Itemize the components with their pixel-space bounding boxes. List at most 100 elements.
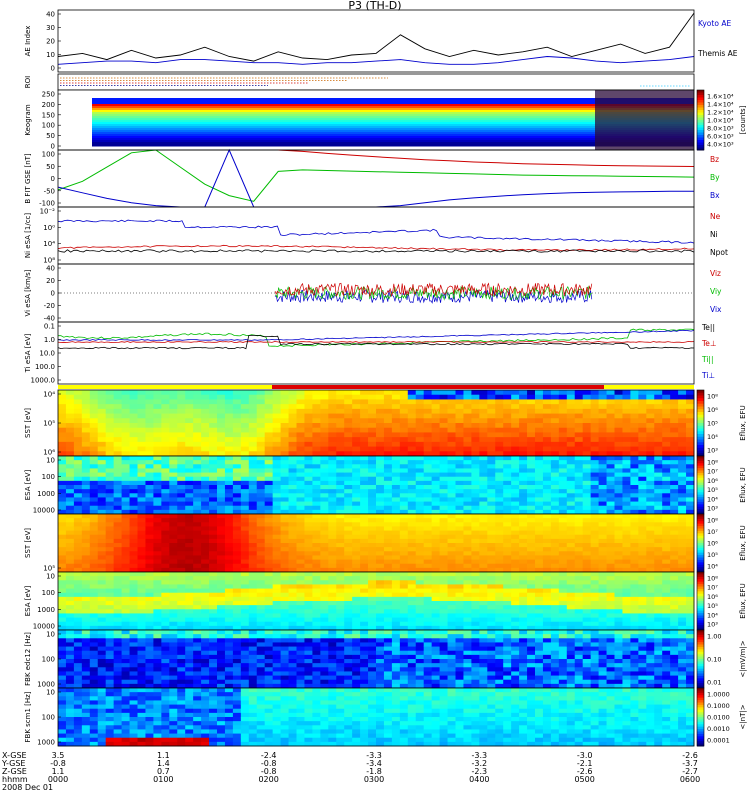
esa-electron-cell: [90, 605, 98, 610]
sst-electron-cell: [424, 564, 432, 569]
sst-electron-cell: [559, 555, 567, 560]
esa-electron-cell: [559, 597, 567, 602]
sst-electron-cell: [678, 564, 686, 569]
sst-ion-cell: [98, 418, 106, 423]
fbk-edc-cell: [130, 642, 138, 647]
sst-electron-cell: [217, 522, 225, 527]
sst-electron-cell: [551, 535, 559, 540]
sst-electron-cell: [376, 526, 384, 531]
sst-electron-cell: [241, 531, 249, 536]
esa-ion-cell: [559, 456, 567, 461]
sst-ion-cell: [471, 428, 479, 433]
esa-ion-cell: [114, 473, 122, 478]
sst-ion-cell: [662, 442, 670, 447]
sst-electron-cell: [145, 531, 153, 536]
esa-electron-cell: [336, 572, 344, 577]
esa-ion-cell: [138, 497, 146, 502]
esa-electron-cell: [432, 597, 440, 602]
esa-ion-cell: [392, 506, 400, 511]
esa-ion-cell: [233, 477, 241, 482]
esa-ion-cell: [233, 468, 241, 473]
sst-electron-cell: [471, 560, 479, 565]
esa-ion-cell: [471, 464, 479, 469]
sst-electron-cell: [511, 526, 519, 531]
sst-electron-cell: [249, 543, 257, 548]
sst-ion-cell: [233, 395, 241, 400]
sst-ion-cell: [591, 395, 599, 400]
sst-ion-cell: [185, 395, 193, 400]
esa-ion-cell: [368, 493, 376, 498]
esa-electron-cell: [400, 593, 408, 598]
sst-ion-cell: [527, 442, 535, 447]
sst-ion-cell: [376, 447, 384, 452]
esa-electron-cell: [265, 618, 273, 623]
esa-ion-cell: [281, 473, 289, 478]
sst-electron-cell: [471, 526, 479, 531]
sst-electron-cell: [416, 539, 424, 544]
esa-electron-cell: [106, 593, 114, 598]
sst-electron-cell: [185, 531, 193, 536]
esa-ion-cell: [344, 460, 352, 465]
sst-ion-cell: [98, 432, 106, 437]
esa-electron-cell: [543, 589, 551, 594]
esa-electron-cell: [209, 605, 217, 610]
sst-ion-cell: [74, 409, 82, 414]
esa-ion-cell: [273, 473, 281, 478]
esa-ion-cell: [456, 485, 464, 490]
esa-ion-cell: [138, 468, 146, 473]
sst-electron-cell: [591, 531, 599, 536]
sst-electron-cell: [511, 522, 519, 527]
sst-electron-cell: [646, 518, 654, 523]
esa-electron-cell: [58, 576, 66, 581]
esa-electron-cell: [185, 609, 193, 614]
esa-electron-cell: [376, 576, 384, 581]
esa-electron-cell: [241, 580, 249, 585]
sst-electron-cell: [257, 531, 265, 536]
sst-electron-cell: [90, 518, 98, 523]
esa-electron-cell: [66, 597, 74, 602]
esa-electron-cell: [662, 593, 670, 598]
esa-ion-cell: [352, 477, 360, 482]
sst-ion-cell: [678, 428, 686, 433]
esa-ion-cell: [90, 485, 98, 490]
esa-ion-cell: [368, 473, 376, 478]
sst-ion-cell: [193, 418, 201, 423]
sst-electron-cell: [273, 522, 281, 527]
esa-electron-cell: [424, 572, 432, 577]
sst-electron-cell: [670, 514, 678, 519]
sst-ion-cell: [567, 418, 575, 423]
esa-ion-cell: [686, 489, 694, 494]
sst-ion-cell: [615, 395, 623, 400]
esa-electron-cell: [257, 593, 265, 598]
sst-ion-cell: [424, 428, 432, 433]
esa-ion-cell: [320, 473, 328, 478]
esa-electron-cell: [646, 576, 654, 581]
sst-ion-cell: [74, 447, 82, 452]
sst-ion-cell: [233, 447, 241, 452]
esa-electron-cell: [432, 572, 440, 577]
esa-ion-cell: [392, 485, 400, 490]
esa-ion-cell: [122, 468, 130, 473]
esa-ion-cell: [82, 502, 90, 507]
esa-ion-cell: [169, 493, 177, 498]
esa-electron-cell: [328, 609, 336, 614]
esa-ion-cell: [567, 477, 575, 482]
sst-electron-cell: [161, 514, 169, 519]
sst-electron-cell: [257, 564, 265, 569]
sst-ion-cell: [384, 395, 392, 400]
esa-electron-cell: [567, 576, 575, 581]
fbk-edc-cell: [122, 663, 130, 668]
sst-electron-cell: [487, 564, 495, 569]
sst-electron-cell: [670, 555, 678, 560]
sst-ion-cell: [328, 442, 336, 447]
esa-ion-cell: [145, 493, 153, 498]
esa-ion-cell: [177, 502, 185, 507]
esa-ion-cell: [487, 456, 495, 461]
esa-ion-cell: [630, 468, 638, 473]
esa-electron-cell: [122, 576, 130, 581]
sst-electron-cell: [678, 555, 686, 560]
sst-ion-cell: [66, 442, 74, 447]
sst-ion-cell: [400, 404, 408, 409]
sst-ion-cell: [471, 442, 479, 447]
sst-ion-cell: [559, 423, 567, 428]
